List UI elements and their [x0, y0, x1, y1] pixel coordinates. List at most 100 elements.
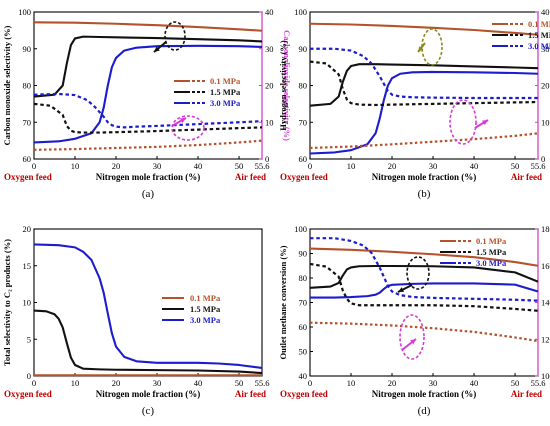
air-feed-label: Air feed	[511, 389, 542, 399]
annotation-ellipse	[421, 28, 443, 66]
panel-label: (d)	[418, 405, 431, 417]
panel-c: 0 10 20 30 40 50 55.6 0 5 10 15 20 Total selectivity…	[2, 224, 269, 417]
panel-label: (a)	[142, 188, 155, 200]
y2-tick-label: 40	[265, 7, 274, 17]
x-tick-label: 10	[71, 378, 80, 388]
x-tick-label: 50	[511, 378, 520, 388]
x-tick-label: 0	[308, 378, 312, 388]
legend-label: 0.1 MPa	[528, 19, 550, 29]
series-line-p30	[309, 70, 539, 155]
legend-label: 0.1 MPa	[210, 76, 241, 86]
y2-tick-label: 20	[265, 81, 274, 91]
y2-tick-label: 1600	[541, 261, 550, 271]
x-tick-label: 10	[71, 161, 80, 171]
annotation-arrow-head	[482, 120, 488, 126]
y-tick-label: 15	[23, 261, 32, 271]
x-axis-title: Nitrogen mole fraction (%)	[96, 389, 201, 399]
x-tick-label: 40	[470, 378, 479, 388]
panel-label: (c)	[142, 405, 155, 417]
y2-axis-title: Carbon dioxide selectivity (%)	[282, 30, 292, 141]
oxygen-feed-label: Oxygen feed	[4, 172, 52, 182]
y-tick-label: 80	[299, 273, 308, 283]
legend-label: 1.5 MPa	[210, 87, 241, 97]
x-tick-label: 50	[511, 161, 520, 171]
y2-tick-label: 30	[541, 44, 550, 54]
x-tick-label: 0	[32, 378, 36, 388]
annotation-arrow-head	[154, 46, 160, 52]
y-tick-label: 60	[299, 154, 308, 164]
x-tick-label: 50	[235, 378, 244, 388]
series-line-secondary-p15	[33, 102, 263, 134]
y2-tick-label: 20	[541, 81, 550, 91]
y-tick-label: 100	[294, 224, 307, 234]
y2-tick-label: 10	[541, 117, 550, 127]
x-tick-label: 50	[235, 161, 244, 171]
y2-tick-label: 40	[541, 7, 550, 17]
legend-label: 3.0 MPa	[190, 315, 221, 325]
annotation-ellipse	[406, 256, 430, 290]
y2-tick-label: 1400	[541, 298, 550, 308]
annotation-ellipse	[171, 115, 205, 141]
x-tick-label: 20	[388, 161, 397, 171]
y-tick-label: 0	[27, 371, 31, 381]
x-tick-label: 30	[429, 378, 438, 388]
series-line-p15	[309, 264, 539, 289]
series-line-p15	[309, 63, 539, 107]
series-line-secondary-p30	[310, 47, 538, 100]
y-tick-label: 70	[299, 298, 308, 308]
x-tick-label: 55.6	[255, 378, 270, 388]
y-tick-label: 90	[23, 44, 32, 54]
legend-label: 3.0 MPa	[528, 41, 550, 51]
air-feed-label: Air feed	[235, 172, 266, 182]
oxygen-feed-label: Oxygen feed	[280, 172, 328, 182]
series-line-p15	[33, 309, 263, 375]
x-tick-label: 20	[112, 161, 121, 171]
legend-label: 0.1 MPa	[476, 236, 507, 246]
x-tick-label: 40	[194, 161, 203, 171]
series-line-secondary-p01	[309, 321, 539, 343]
y-tick-label: 100	[294, 7, 307, 17]
annotation-ellipse	[164, 21, 186, 51]
air-feed-label: Air feed	[511, 172, 542, 182]
x-tick-label: 0	[32, 161, 36, 171]
annotation-arrow-head	[398, 287, 404, 292]
series-line-p15	[33, 35, 263, 98]
annotation-arrow-head	[418, 46, 424, 52]
oxygen-feed-label: Oxygen feed	[280, 389, 328, 399]
y-tick-label: 90	[299, 44, 308, 54]
y-tick-label: 60	[299, 322, 308, 332]
x-tick-label: 30	[153, 378, 162, 388]
y-axis-title: Total selectivity to C₂ products (%)	[2, 239, 12, 366]
y-tick-label: 70	[299, 117, 308, 127]
legend-label: 3.0 MPa	[210, 98, 241, 108]
y-tick-label: 100	[18, 7, 31, 17]
y2-tick-label: 30	[265, 44, 274, 54]
annotation-arrow-head	[410, 339, 416, 345]
x-tick-label: 10	[347, 378, 356, 388]
x-tick-label: 20	[388, 378, 397, 388]
series-line-p30	[310, 282, 539, 299]
x-tick-label: 55.6	[531, 378, 546, 388]
y-tick-label: 70	[23, 117, 32, 127]
series-line-p01	[309, 22, 539, 36]
y2-tick-label: 10	[265, 117, 274, 127]
series-line-secondary-p30	[310, 237, 539, 302]
panel-label: (b)	[418, 188, 431, 200]
x-axis-title: Nitrogen mole fraction (%)	[372, 389, 477, 399]
x-tick-label: 10	[347, 161, 356, 171]
series-line-secondary-p15	[309, 60, 539, 107]
annotation-ellipse	[399, 314, 425, 360]
y-tick-label: 60	[23, 154, 32, 164]
legend-label: 1.5 MPa	[528, 30, 550, 40]
series-line-p01	[33, 21, 263, 32]
y-tick-label: 40	[299, 371, 308, 381]
annotation-ellipse	[449, 99, 477, 145]
y-axis-title: Outlet methane conversion (%)	[278, 245, 288, 359]
y2-tick-label: 0	[265, 154, 269, 164]
y-tick-label: 20	[23, 224, 32, 234]
y-tick-label: 50	[299, 347, 308, 357]
series-line-secondary-p30	[33, 92, 263, 129]
y-tick-label: 10	[23, 298, 32, 308]
